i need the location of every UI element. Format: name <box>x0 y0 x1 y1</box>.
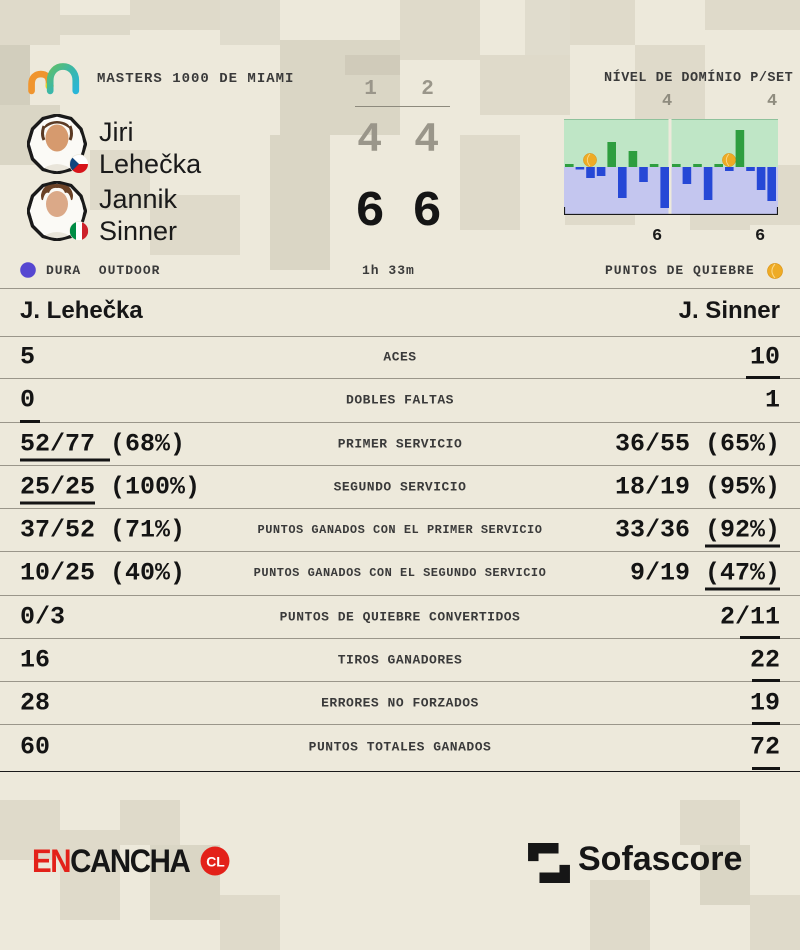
svg-text:CL: CL <box>206 853 225 869</box>
